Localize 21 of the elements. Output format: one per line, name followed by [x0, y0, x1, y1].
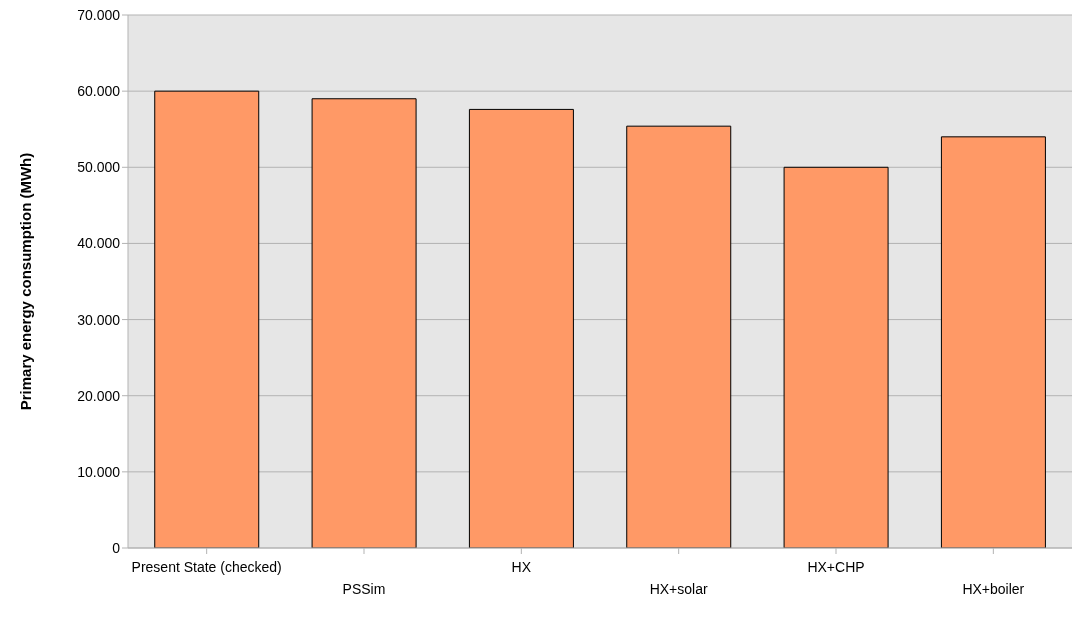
y-tick-label: 30.000 — [77, 311, 121, 328]
bar — [468, 108, 574, 548]
bar — [311, 98, 417, 548]
y-tick-label: 20.000 — [77, 387, 121, 404]
y-tick-label: 50.000 — [77, 159, 121, 176]
bar — [154, 90, 260, 548]
x-tick-label: HX — [511, 559, 532, 576]
bar — [940, 136, 1046, 548]
y-tick-label: 60.000 — [77, 83, 121, 100]
bar — [626, 125, 732, 548]
y-tick-label: 70.000 — [77, 6, 121, 23]
y-tick-label: 10.000 — [77, 463, 121, 480]
y-tick-label: 0 — [112, 539, 121, 556]
x-tick-label: HX+boiler — [962, 581, 1025, 598]
bar — [783, 166, 889, 548]
x-tick-label: HX+solar — [649, 581, 708, 598]
x-tick-label: Present State (checked) — [131, 559, 282, 576]
y-axis-title: Primary energy consumption (MWh) — [17, 152, 35, 411]
y-tick-label: 40.000 — [77, 235, 121, 252]
x-tick-label: HX+CHP — [807, 559, 865, 576]
x-tick-label: PSSim — [342, 581, 386, 598]
